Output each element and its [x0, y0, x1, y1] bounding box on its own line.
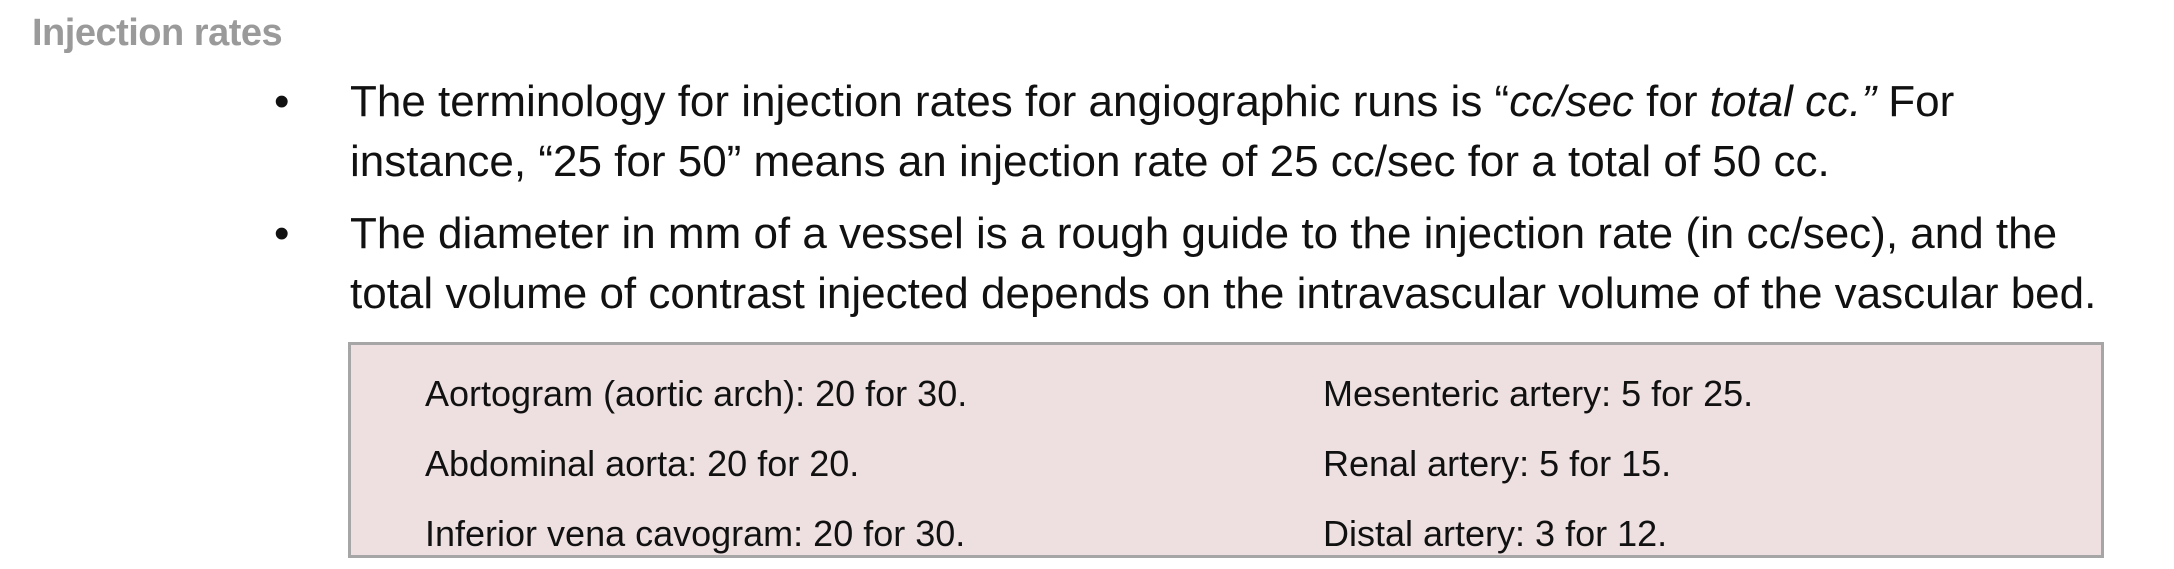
- bullet-marker: •: [274, 77, 290, 126]
- bullet-text-segment: For instance, “25 for 50” means an injec…: [350, 77, 1955, 186]
- rates-column-left: Aortogram (aortic arch): 20 for 30. Abdo…: [425, 359, 967, 569]
- rate-item-inferior-vena-cavogram: Inferior vena cavogram: 20 for 30.: [425, 513, 966, 554]
- bullet-text-italic: cc/sec: [1509, 77, 1634, 126]
- rate-item-distal-artery: Distal artery: 3 for 12.: [1323, 513, 1668, 554]
- bullet-text: The diameter in mm of a vessel is a roug…: [350, 209, 2097, 318]
- rate-item-abdominal-aorta: Abdominal aorta: 20 for 20.: [425, 443, 860, 484]
- bullet-text-italic: total cc.”: [1709, 77, 1876, 126]
- injection-rates-box: Aortogram (aortic arch): 20 for 30. Abdo…: [348, 342, 2104, 558]
- bullet-text-segment: The terminology for injection rates for …: [350, 77, 1510, 126]
- bullet-diameter-guide: • The diameter in mm of a vessel is a ro…: [270, 204, 2130, 324]
- rates-column-right: Mesenteric artery: 5 for 25. Renal arter…: [1323, 359, 1753, 569]
- bullet-terminology: • The terminology for injection rates fo…: [270, 72, 2130, 192]
- section-title: Injection rates: [32, 12, 283, 54]
- rate-item-mesenteric-artery: Mesenteric artery: 5 for 25.: [1323, 373, 1754, 414]
- bullet-list: • The terminology for injection rates fo…: [270, 72, 2130, 336]
- rate-item-aortogram: Aortogram (aortic arch): 20 for 30.: [425, 373, 968, 414]
- bullet-text-segment: for: [1633, 77, 1710, 126]
- rate-item-renal-artery: Renal artery: 5 for 15.: [1323, 443, 1672, 484]
- bullet-text: The terminology for injection rates for …: [350, 77, 1954, 186]
- bullet-marker: •: [274, 209, 290, 258]
